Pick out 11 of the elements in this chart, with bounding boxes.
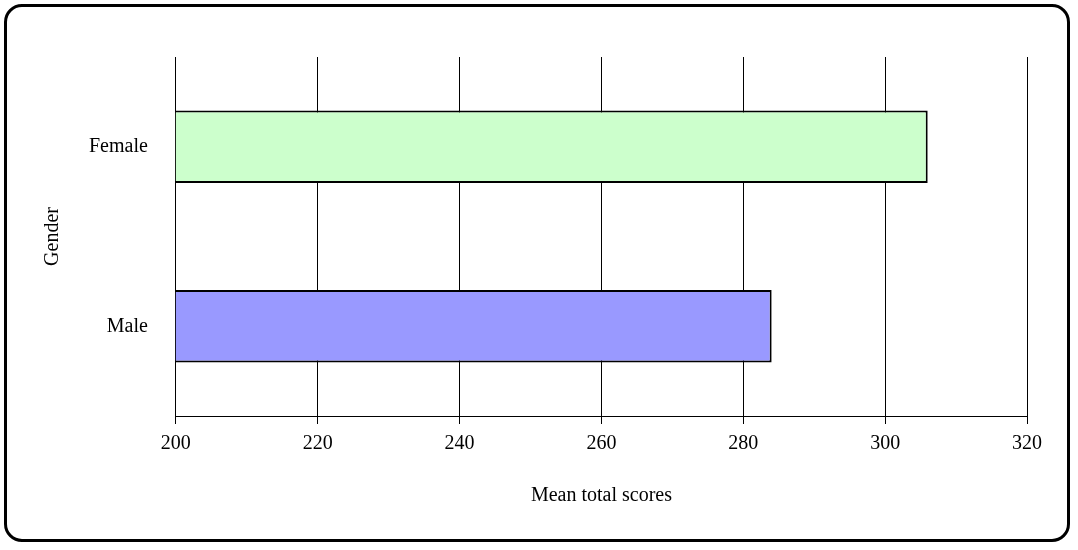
- x-tick-label: 300: [870, 431, 901, 454]
- x-tick-label: 240: [444, 431, 475, 454]
- x-tick-label: 200: [160, 431, 191, 454]
- x-tick-label: 220: [302, 431, 333, 454]
- x-tick-label: 320: [1012, 431, 1042, 454]
- x-tick-label: 260: [586, 431, 617, 454]
- x-axis-title: Mean total scores: [530, 483, 673, 506]
- y-axis-title: Gender: [40, 206, 63, 266]
- y-tick-label: Male: [106, 313, 148, 336]
- x-tick-label: 280: [728, 431, 759, 454]
- y-tick-label: Female: [88, 134, 148, 156]
